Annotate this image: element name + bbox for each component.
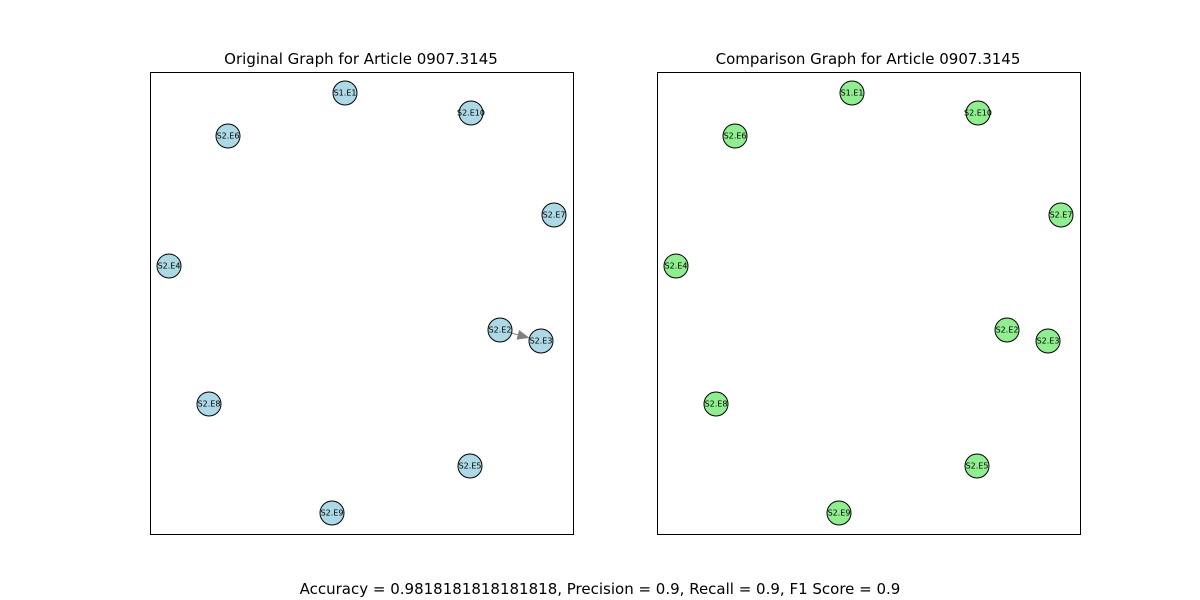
node [215,123,241,149]
node-label: S2.E6 [217,132,240,141]
graph-panel: Comparison Graph for Article 0907.3145 S1… [657,50,1081,535]
node-label: S2.E4 [158,262,181,271]
node [964,453,990,479]
node [487,317,513,343]
node [663,253,689,279]
node [541,202,567,228]
node [1048,202,1074,228]
panel-title: Comparison Graph for Article 0907.3145 [716,50,1021,68]
node-label: S2.E9 [828,509,851,518]
node-label: S2.E4 [665,262,688,271]
node-label: S2.E3 [1037,337,1060,346]
graph-panel: Original Graph for Article 0907.3145 S1.E… [150,50,574,535]
node [332,80,358,106]
node [458,100,484,126]
node-label: S2.E6 [724,132,747,141]
metrics-footer: Accuracy = 0.9818181818181818, Precision… [300,580,901,598]
node [722,123,748,149]
panel-title: Original Graph for Article 0907.3145 [224,50,498,68]
node-label: S2.E2 [996,326,1019,335]
node-label: S2.E10 [457,109,485,118]
node [826,500,852,526]
node-label: S1.E1 [841,89,864,98]
node [196,391,222,417]
node [994,317,1020,343]
node [457,453,483,479]
edge-arrowhead [516,329,530,340]
node-label: S2.E10 [964,109,992,118]
node-label: S1.E1 [334,89,357,98]
node [965,100,991,126]
node-label: S2.E5 [966,462,989,471]
node-label: S2.E5 [459,462,482,471]
node-label: S2.E7 [1050,211,1073,220]
node [839,80,865,106]
node-label: S2.E9 [321,509,344,518]
node-label: S2.E2 [489,326,512,335]
node [528,328,554,354]
node [156,253,182,279]
node [319,500,345,526]
edge [511,332,518,336]
node-label: S2.E8 [198,400,221,409]
node-label: S2.E7 [543,211,566,220]
panel-frame [150,72,574,535]
node-label: S2.E3 [530,337,553,346]
node-label: S2.E8 [705,400,728,409]
node [1035,328,1061,354]
panel-frame [657,72,1081,535]
node [703,391,729,417]
